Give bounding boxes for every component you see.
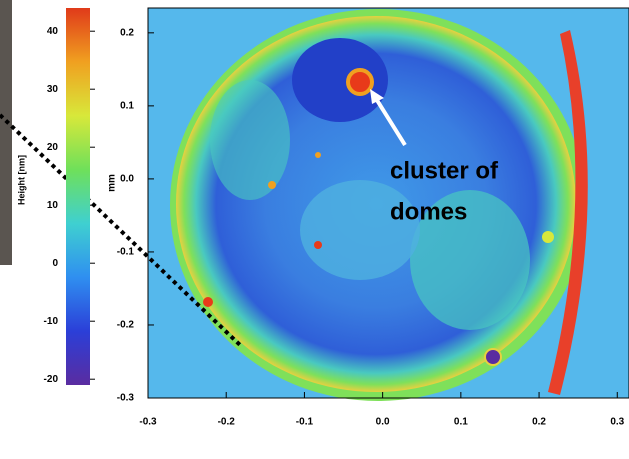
annotation: domes	[390, 198, 467, 225]
colorbar-tick-label: -10	[44, 316, 59, 327]
annotation-arrow	[373, 95, 407, 147]
y-tick-label: 0.2	[120, 27, 134, 38]
x-tick-label: 0.3	[610, 417, 624, 428]
y-tick-label: 0.0	[120, 174, 134, 185]
x-tick-label: 0.2	[532, 417, 546, 428]
y-tick-label: -0.3	[117, 393, 135, 404]
colorbar-tick-label: 0	[52, 258, 58, 269]
dome	[203, 297, 213, 307]
y-tick-label: -0.1	[117, 247, 135, 258]
arrow-head	[370, 89, 384, 104]
dark-region	[292, 38, 388, 122]
colorbar-tick-label: 10	[47, 200, 59, 211]
dome	[314, 241, 322, 249]
x-tick-label: -0.1	[296, 417, 314, 428]
colorbar-tick-label: 40	[47, 26, 59, 37]
x-tick-label: -0.2	[218, 417, 236, 428]
dome	[315, 152, 321, 158]
green-band	[410, 190, 530, 330]
x-tick-label: 0.1	[454, 417, 468, 428]
dome	[268, 181, 276, 189]
center-region	[300, 180, 420, 280]
colorbar-tick-label: 30	[47, 84, 59, 95]
y-axis-label: mm	[107, 174, 118, 192]
dome-cluster	[346, 68, 374, 96]
side-panel	[0, 0, 12, 265]
dome	[484, 348, 502, 366]
y-tick-label: 0.1	[120, 101, 134, 112]
colorbar	[66, 8, 90, 385]
colorbar-label: Height [nm]	[16, 155, 26, 205]
rim-edge	[548, 30, 588, 395]
colorbar-tick-label: 20	[47, 142, 59, 153]
dome	[542, 231, 554, 243]
x-tick-label: 0.0	[376, 417, 390, 428]
plot-frame	[147, 7, 629, 399]
x-tick-label: -0.3	[139, 417, 157, 428]
annotation: cluster of	[390, 157, 499, 184]
y-tick-label: -0.2	[117, 320, 135, 331]
green-band	[210, 80, 290, 200]
colorbar-tick-label: -20	[44, 374, 59, 385]
